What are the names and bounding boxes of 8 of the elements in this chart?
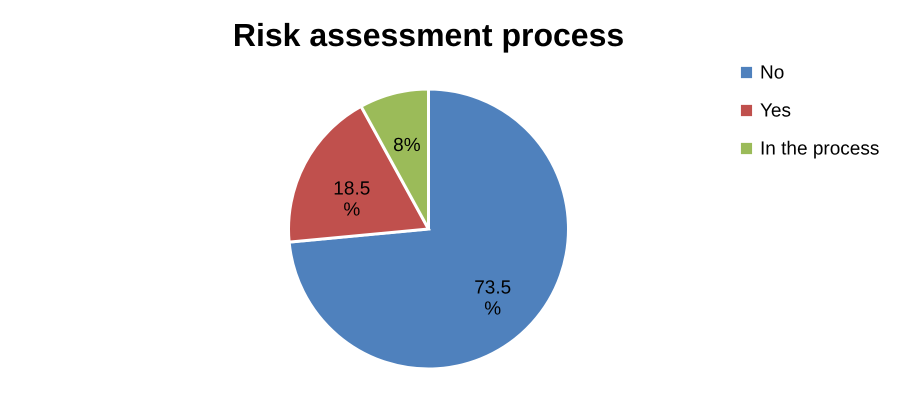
data-label: 8% xyxy=(393,134,421,156)
data-label: 18.5 % xyxy=(333,178,370,220)
legend-label: Yes xyxy=(760,100,791,122)
legend-label: No xyxy=(760,62,784,84)
data-label: 73.5 % xyxy=(474,277,512,320)
pie-slice xyxy=(288,88,570,370)
chart-title: Risk assessment process xyxy=(232,17,624,53)
legend-label: In the process xyxy=(760,138,880,160)
